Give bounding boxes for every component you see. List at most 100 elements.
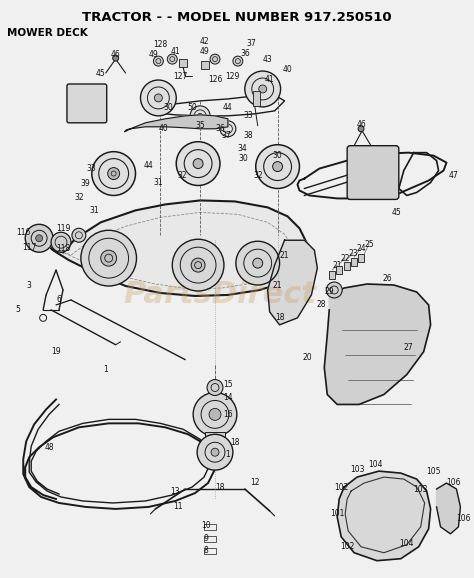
- Polygon shape: [268, 240, 317, 325]
- Text: 101: 101: [330, 509, 345, 518]
- Circle shape: [273, 162, 283, 172]
- Circle shape: [197, 434, 233, 470]
- Circle shape: [256, 144, 300, 188]
- Text: 24: 24: [356, 244, 366, 253]
- Text: 39: 39: [80, 179, 90, 188]
- Text: 45: 45: [392, 208, 401, 217]
- Bar: [358, 254, 364, 262]
- Bar: [329, 271, 335, 279]
- Circle shape: [172, 239, 224, 291]
- Text: 30: 30: [164, 103, 173, 112]
- Circle shape: [108, 168, 119, 180]
- Circle shape: [190, 106, 210, 126]
- Circle shape: [193, 392, 237, 436]
- Text: 30: 30: [273, 151, 283, 160]
- Text: 3: 3: [27, 280, 32, 290]
- Circle shape: [51, 232, 71, 252]
- Text: 118: 118: [56, 244, 70, 253]
- Text: 116: 116: [16, 228, 30, 237]
- Bar: [201, 61, 209, 69]
- Text: 33: 33: [243, 112, 253, 120]
- Circle shape: [259, 85, 267, 93]
- Text: TRACTOR - - MODEL NUMBER 917.250510: TRACTOR - - MODEL NUMBER 917.250510: [82, 12, 392, 24]
- Circle shape: [210, 54, 220, 64]
- Text: 103: 103: [413, 484, 428, 494]
- Text: 119: 119: [56, 224, 70, 233]
- Text: 105: 105: [426, 466, 441, 476]
- Circle shape: [155, 94, 163, 102]
- Text: 1: 1: [103, 365, 108, 374]
- Bar: [204, 524, 216, 530]
- Circle shape: [167, 54, 177, 64]
- Text: 10: 10: [201, 521, 211, 531]
- Circle shape: [358, 126, 364, 132]
- Text: 32: 32: [253, 171, 263, 180]
- Circle shape: [233, 56, 243, 66]
- Text: 46: 46: [356, 120, 366, 129]
- FancyBboxPatch shape: [67, 84, 107, 123]
- Text: 103: 103: [350, 465, 365, 473]
- Bar: [253, 91, 260, 106]
- Text: 33: 33: [86, 164, 96, 173]
- Circle shape: [101, 250, 117, 266]
- Text: 11: 11: [173, 502, 183, 512]
- Circle shape: [209, 409, 221, 420]
- Text: 106: 106: [456, 514, 471, 524]
- Text: 27: 27: [404, 343, 413, 352]
- Text: 25: 25: [364, 240, 374, 249]
- Text: 36: 36: [240, 49, 250, 58]
- Text: PartsDirect: PartsDirect: [123, 280, 317, 309]
- Bar: [179, 59, 187, 67]
- Text: 48: 48: [44, 443, 54, 452]
- Text: 41: 41: [171, 47, 180, 55]
- Circle shape: [72, 228, 86, 242]
- Text: 29: 29: [324, 287, 334, 297]
- Text: 28: 28: [317, 301, 326, 309]
- Polygon shape: [324, 284, 430, 405]
- Text: 47: 47: [448, 171, 458, 180]
- Circle shape: [253, 258, 263, 268]
- Circle shape: [198, 113, 202, 118]
- Text: 14: 14: [223, 393, 233, 402]
- Polygon shape: [337, 471, 430, 561]
- Circle shape: [154, 56, 164, 66]
- Text: 18: 18: [275, 313, 284, 323]
- Circle shape: [113, 55, 118, 61]
- Text: 41: 41: [265, 75, 274, 83]
- Text: 9: 9: [204, 534, 209, 543]
- Polygon shape: [51, 201, 308, 296]
- Polygon shape: [437, 483, 460, 534]
- Circle shape: [245, 71, 281, 107]
- Text: 45: 45: [96, 69, 106, 77]
- Bar: [204, 548, 216, 554]
- Text: 35: 35: [195, 121, 205, 130]
- Text: 1: 1: [226, 450, 230, 459]
- Text: 129: 129: [225, 72, 239, 80]
- Text: 5: 5: [16, 305, 21, 314]
- Text: 16: 16: [223, 410, 233, 419]
- Text: 32: 32: [177, 171, 187, 180]
- FancyBboxPatch shape: [347, 146, 399, 199]
- Circle shape: [25, 224, 53, 252]
- Text: 126: 126: [208, 75, 222, 83]
- Text: 20: 20: [302, 353, 312, 362]
- Circle shape: [207, 380, 223, 395]
- Text: 31: 31: [154, 178, 163, 187]
- Circle shape: [92, 151, 136, 195]
- Text: 44: 44: [144, 161, 153, 170]
- Text: 38: 38: [243, 131, 253, 140]
- Circle shape: [81, 230, 137, 286]
- Text: 31: 31: [89, 206, 99, 215]
- Text: 21: 21: [332, 261, 342, 269]
- Text: 117: 117: [22, 243, 36, 251]
- Text: 21: 21: [273, 280, 283, 290]
- Text: 8: 8: [204, 546, 209, 555]
- Text: 128: 128: [153, 40, 167, 49]
- Bar: [204, 536, 216, 542]
- Circle shape: [176, 142, 220, 186]
- Circle shape: [211, 448, 219, 456]
- Text: 49: 49: [148, 50, 158, 58]
- Text: 34: 34: [237, 144, 246, 153]
- Bar: [344, 262, 350, 270]
- Circle shape: [220, 121, 236, 137]
